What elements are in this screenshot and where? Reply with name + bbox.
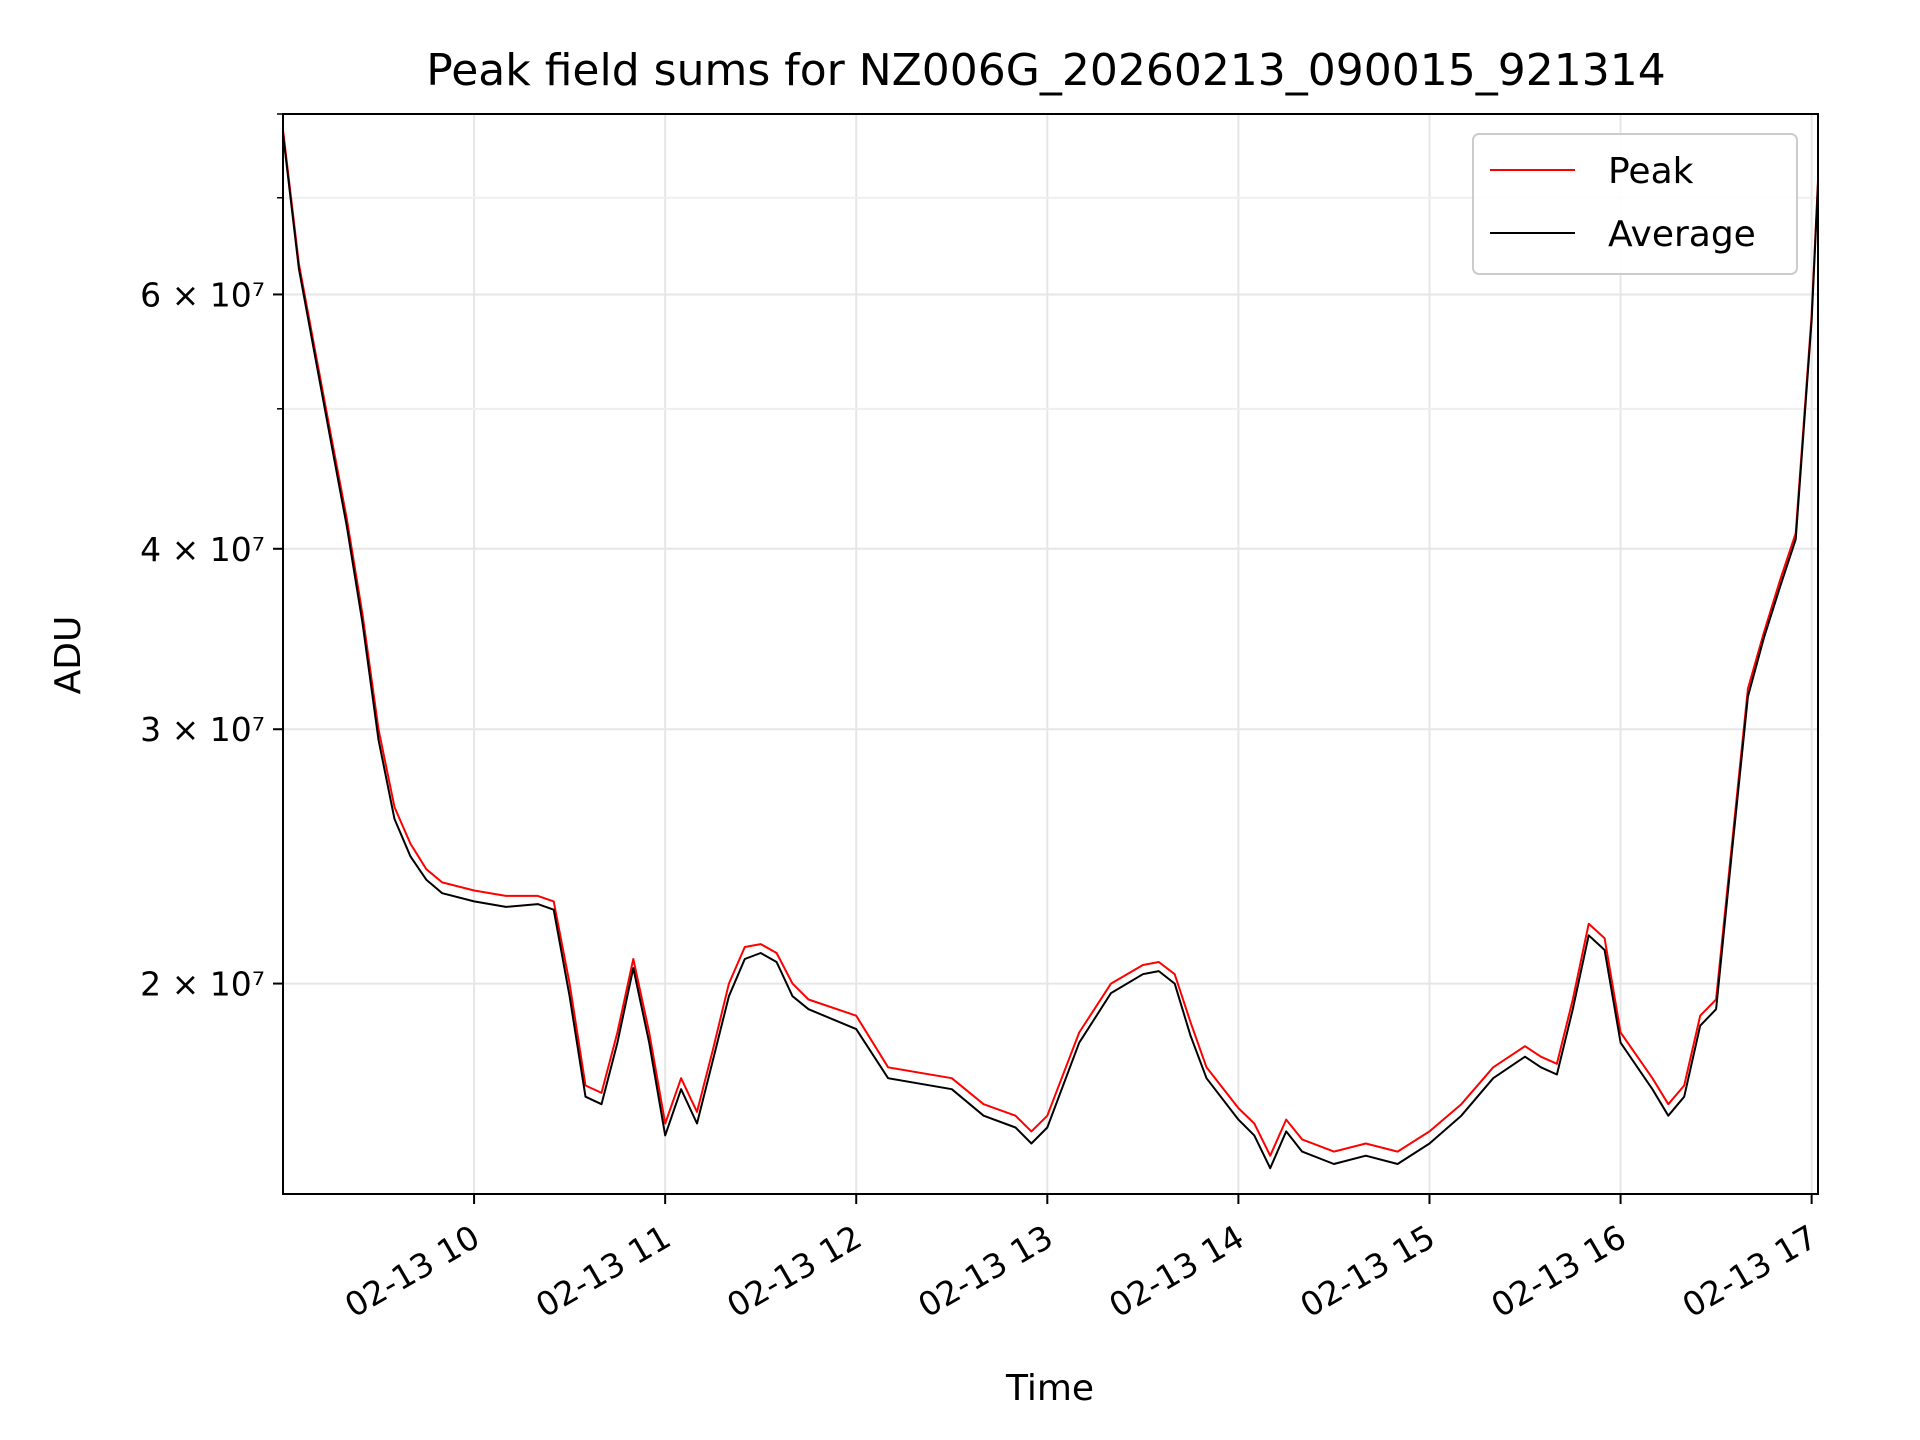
series-line-peak <box>282 129 1819 1157</box>
legend-peak-label: Peak <box>1608 151 1694 192</box>
y-tick-label: 2 × 10⁷ <box>140 965 265 1004</box>
y-tick-label: 3 × 10⁷ <box>140 710 265 749</box>
y-axis-label: ADU <box>48 616 89 695</box>
series-layer <box>282 129 1819 1170</box>
y-tick-label: 6 × 10⁷ <box>140 275 265 314</box>
series-line-average <box>282 133 1819 1170</box>
legend: Peak Average <box>1472 133 1798 275</box>
y-tick-label: 4 × 10⁷ <box>140 530 265 569</box>
chart-title: Peak field sums for NZ006G_20260213_0900… <box>426 45 1665 96</box>
x-axis-label: Time <box>1005 1368 1094 1409</box>
plot-frame <box>282 113 1819 1195</box>
legend-average-label: Average <box>1608 214 1756 255</box>
